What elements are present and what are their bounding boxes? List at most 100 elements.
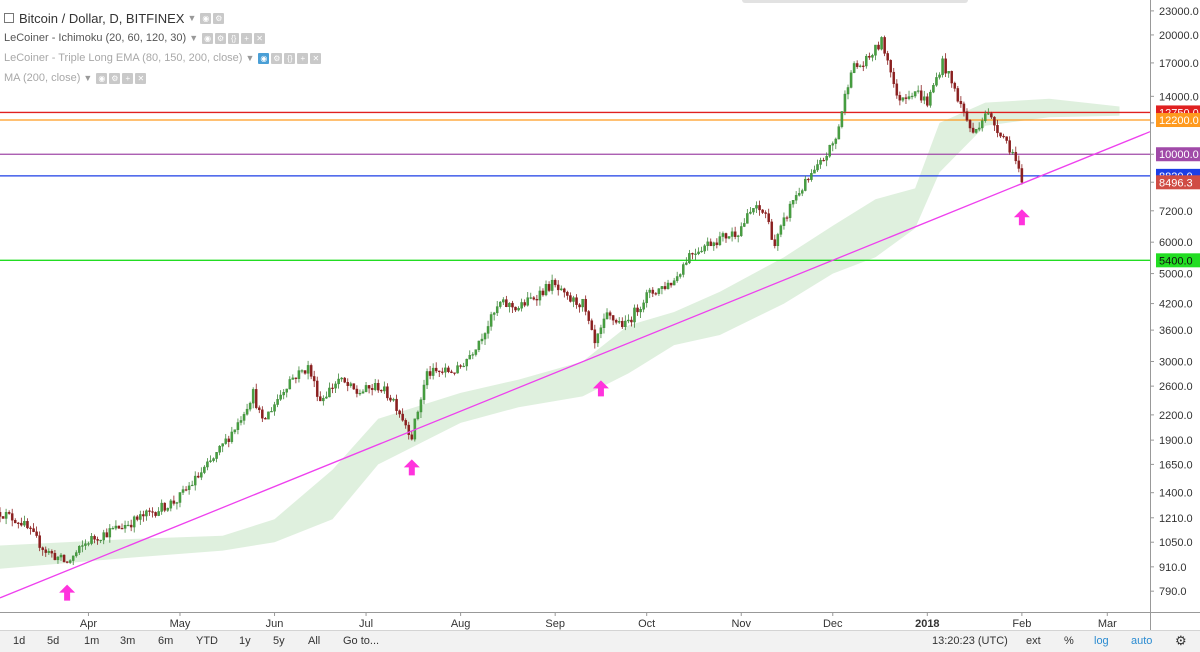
time-tick-label: Jul (359, 618, 373, 630)
candle-body (447, 367, 450, 373)
candle-body (834, 138, 838, 144)
ext-toggle[interactable]: ext (1026, 635, 1041, 647)
legend-indicator-row: LeCoiner - Triple Long EMA (80, 150, 200… (4, 48, 323, 68)
gear-icon[interactable]: ⚙ (215, 32, 227, 44)
candle (227, 435, 231, 448)
candle-body (746, 213, 749, 224)
candle (675, 271, 679, 283)
candle-body (874, 44, 877, 56)
candle-body (935, 77, 938, 86)
price-tick-label: 910.0 (1159, 562, 1187, 574)
auto-toggle[interactable]: auto (1131, 635, 1153, 647)
close-icon[interactable]: ✕ (135, 72, 147, 84)
support-trendline[interactable] (0, 131, 1151, 599)
candle (32, 523, 35, 533)
candle (682, 262, 685, 278)
indicator-triple-ema[interactable]: LeCoiner - Triple Long EMA (80, 150, 200… (4, 52, 243, 64)
chevron-down-icon[interactable]: ▼ (187, 13, 197, 23)
plus-icon[interactable]: + (122, 72, 134, 84)
candle (23, 515, 26, 528)
candle-body (355, 388, 359, 394)
chevron-down-icon[interactable]: ▼ (83, 73, 93, 83)
candle-body (895, 83, 899, 96)
legend-indicator-row: LeCoiner - Ichimoku (20, 60, 120, 30) ▼ … (4, 28, 323, 48)
goto-button[interactable]: Go to... (343, 635, 380, 647)
candle (553, 278, 557, 288)
candle-body (599, 327, 603, 334)
range-ytd-button[interactable]: YTD (196, 635, 218, 647)
candle (913, 91, 917, 99)
candle (987, 108, 990, 115)
range-3m-button[interactable]: 3m (120, 635, 136, 647)
eye-icon[interactable]: ◉ (96, 72, 108, 84)
plus-icon[interactable]: + (297, 52, 309, 64)
chevron-down-icon[interactable]: ▼ (189, 33, 199, 43)
candle-body (743, 223, 746, 227)
candle (758, 200, 761, 216)
candle (837, 124, 841, 140)
candle-body (334, 383, 337, 389)
candle-body (483, 333, 487, 340)
gear-icon[interactable]: ⚙ (109, 72, 121, 84)
candle (459, 364, 462, 369)
settings-gear-icon[interactable]: ⚙ (1175, 633, 1187, 648)
indicator-ichimoku[interactable]: LeCoiner - Ichimoku (20, 60, 120, 30) (4, 32, 187, 44)
bottom-toolbar: 1d 5d 1m 3m 6m YTD 1y 5y All Go to... 13… (0, 630, 1200, 652)
code-icon[interactable]: {} (284, 52, 296, 64)
candle (858, 64, 862, 68)
collapse-checkbox[interactable] (4, 13, 14, 23)
plus-icon[interactable]: + (241, 32, 253, 44)
candle (560, 285, 563, 291)
time-tick-label: Mar (1098, 618, 1117, 630)
candle-body (312, 376, 316, 382)
close-icon[interactable]: ✕ (310, 52, 322, 64)
candle (407, 421, 411, 440)
candle (154, 511, 157, 518)
candle-body (910, 95, 914, 98)
candle-body (78, 546, 81, 553)
gear-icon[interactable]: ⚙ (213, 12, 225, 24)
candle (160, 499, 163, 515)
candle-body (376, 383, 380, 391)
range-1y-button[interactable]: 1y (239, 635, 251, 647)
candle-body (468, 355, 472, 360)
candle-body (657, 288, 661, 294)
chevron-down-icon[interactable]: ▼ (245, 53, 255, 63)
range-5y-button[interactable]: 5y (273, 635, 285, 647)
range-6m-button[interactable]: 6m (158, 635, 174, 647)
range-1m-button[interactable]: 1m (84, 635, 100, 647)
eye-icon[interactable]: ◉ (200, 12, 212, 24)
candle-body (913, 91, 917, 97)
legend-title-row: Bitcoin / Dollar, D, BITFINEX ▼ ◉ ⚙ (4, 8, 323, 28)
price-tick-label: 4200.0 (1159, 299, 1193, 311)
candle (276, 394, 279, 408)
time-tick-label: Nov (731, 618, 751, 630)
candle-body (267, 411, 270, 420)
symbol-title: Bitcoin / Dollar, D, BITFINEX (19, 10, 185, 26)
percent-toggle[interactable]: % (1064, 635, 1074, 647)
candle (419, 397, 423, 419)
gear-icon[interactable]: ⚙ (271, 52, 283, 64)
range-1d-button[interactable]: 1d (13, 635, 26, 647)
range-5d-button[interactable]: 5d (47, 635, 60, 647)
candle (303, 370, 307, 375)
log-toggle[interactable]: log (1094, 635, 1109, 647)
code-icon[interactable]: {} (228, 32, 240, 44)
candle-body (926, 96, 929, 106)
eye-icon[interactable]: ◉ (258, 52, 270, 64)
candle-body (410, 434, 414, 440)
indicator-ma[interactable]: MA (200, close) (4, 72, 81, 84)
candle (669, 282, 673, 288)
candle (929, 89, 932, 108)
eye-icon[interactable]: ◉ (202, 32, 214, 44)
candle-body (248, 402, 252, 410)
candle (919, 85, 923, 103)
range-all-button[interactable]: All (308, 635, 321, 647)
candle (694, 248, 697, 261)
candle (907, 90, 911, 101)
close-icon[interactable]: ✕ (254, 32, 266, 44)
trendline-layer[interactable] (0, 131, 1151, 599)
candle (868, 52, 871, 60)
candle (398, 409, 401, 418)
